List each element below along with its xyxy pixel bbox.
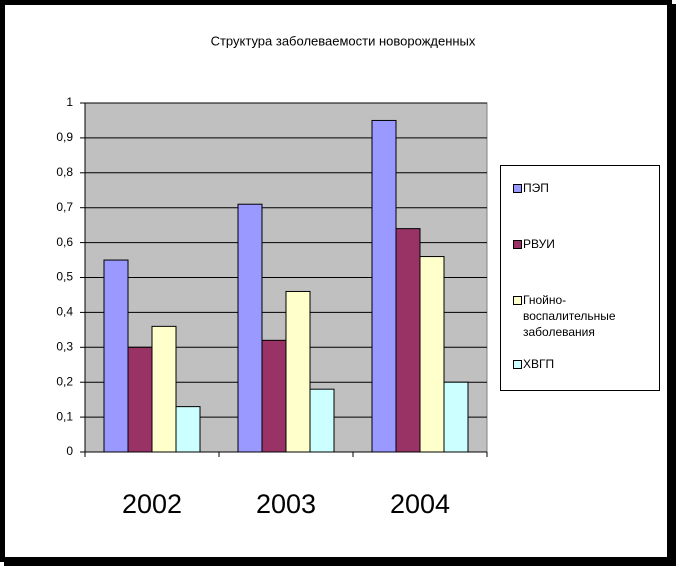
legend-label: ПЭП xyxy=(523,181,549,195)
bar xyxy=(261,339,287,453)
y-tick-label: 0,2 xyxy=(56,374,73,388)
legend-entry: ПЭП xyxy=(513,180,653,196)
legend-swatch xyxy=(513,184,522,193)
x-tick-label: 2002 xyxy=(122,489,182,519)
legend: ПЭП РВУИ Гнойно-воспалительные заболевания… xyxy=(500,165,660,391)
y-tick-label: 0,7 xyxy=(56,200,73,214)
y-tick-label: 0,9 xyxy=(56,130,73,144)
bar xyxy=(371,119,397,453)
chart-title: Структура заболеваемости новорожденных xyxy=(211,33,476,48)
y-tick-label: 0,6 xyxy=(56,235,73,249)
bar xyxy=(127,346,153,453)
bar xyxy=(285,290,311,453)
bar xyxy=(419,256,445,453)
legend-swatch xyxy=(513,360,522,369)
bar xyxy=(443,381,469,453)
legend-swatch xyxy=(513,296,522,305)
legend-label: Гнойно-воспалительные заболевания xyxy=(523,293,616,339)
bar xyxy=(103,259,129,453)
bar xyxy=(395,228,421,453)
legend-entry: ХВГП xyxy=(513,356,653,372)
y-tick-label: 0,1 xyxy=(56,409,73,423)
legend-label: ХВГП xyxy=(523,357,555,371)
bar xyxy=(237,203,263,453)
legend-entry: РВУИ xyxy=(513,236,653,252)
y-tick-label: 0,8 xyxy=(56,165,73,179)
y-tick-label: 0,5 xyxy=(56,270,73,284)
legend-swatch xyxy=(513,240,522,249)
y-tick-label: 1 xyxy=(66,95,73,109)
bar xyxy=(309,388,335,453)
bar xyxy=(151,325,177,453)
legend-entry: Гнойно-воспалительные заболевания xyxy=(513,292,653,340)
y-tick-label: 0 xyxy=(66,444,73,458)
y-tick-label: 0,4 xyxy=(56,305,73,319)
legend-label: РВУИ xyxy=(523,237,555,251)
x-tick-label: 2003 xyxy=(256,489,316,519)
y-tick-label: 0,3 xyxy=(56,339,73,353)
bar xyxy=(175,406,201,453)
x-tick-label: 2004 xyxy=(390,489,450,519)
